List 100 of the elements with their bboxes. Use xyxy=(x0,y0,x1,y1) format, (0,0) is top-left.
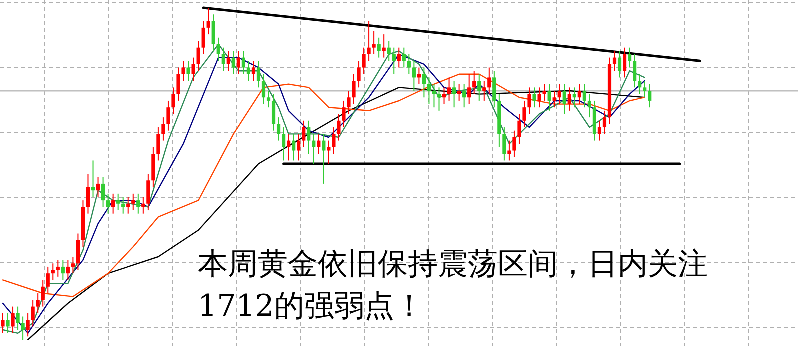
candlestick xyxy=(101,176,106,208)
candlestick xyxy=(427,77,432,105)
candlestick xyxy=(36,293,40,314)
candlestick xyxy=(16,306,20,331)
candlestick xyxy=(612,50,617,72)
candlestick xyxy=(41,280,45,308)
candlestick xyxy=(628,47,632,68)
candlestick xyxy=(347,90,351,115)
candlestick xyxy=(412,60,416,92)
candlestick xyxy=(322,134,326,184)
candlestick xyxy=(492,70,496,108)
candlestick xyxy=(367,20,371,62)
candlestick xyxy=(342,100,346,128)
candlestick xyxy=(538,87,542,108)
candlestick xyxy=(192,57,196,82)
candlestick xyxy=(206,8,210,36)
candlestick xyxy=(56,260,60,278)
candlestick xyxy=(287,134,291,162)
candlestick xyxy=(61,260,65,281)
candlestick xyxy=(622,47,627,78)
candlestick xyxy=(116,193,120,212)
candlestick xyxy=(643,80,647,98)
candlestick xyxy=(212,14,216,52)
candlestick xyxy=(26,312,30,338)
candlestick xyxy=(312,134,316,165)
candlestick xyxy=(21,316,25,340)
candlestick xyxy=(478,74,482,102)
candlestick xyxy=(252,60,256,82)
candlestick xyxy=(452,80,456,108)
candlestick xyxy=(96,176,100,198)
candlestick xyxy=(377,37,381,58)
candlestick xyxy=(71,256,75,274)
candlestick xyxy=(297,134,301,162)
candlestick xyxy=(578,84,582,105)
candlestick xyxy=(548,84,552,112)
candlestick xyxy=(568,87,572,112)
candlestick xyxy=(202,20,206,55)
candlestick xyxy=(508,140,512,162)
candlestick xyxy=(6,312,10,334)
candlestick xyxy=(432,84,436,108)
candlestick xyxy=(552,90,556,108)
candlestick xyxy=(66,260,70,281)
candlestick xyxy=(462,84,466,108)
candlestick xyxy=(532,87,536,108)
candlestick xyxy=(182,60,186,82)
candlestick xyxy=(528,87,532,115)
candlestick xyxy=(362,47,366,75)
candlestick xyxy=(136,193,140,214)
candlestick xyxy=(282,127,286,162)
candlestick xyxy=(292,134,296,162)
candlestick xyxy=(11,306,15,334)
candlestick xyxy=(156,127,160,162)
candlestick xyxy=(216,37,220,62)
candlestick xyxy=(352,74,356,105)
candlestick xyxy=(502,127,506,162)
candlestick xyxy=(236,50,240,75)
candlestick xyxy=(166,100,170,132)
candlestick xyxy=(332,127,336,155)
candlestick xyxy=(407,54,411,75)
candlestick xyxy=(246,60,251,82)
candlestick xyxy=(392,47,396,75)
candlestick xyxy=(422,67,426,98)
candlestick xyxy=(31,300,35,328)
candlestick xyxy=(172,87,176,115)
candlestick xyxy=(542,84,546,102)
candlestick xyxy=(357,60,361,88)
candlestick xyxy=(266,90,271,108)
candlestick xyxy=(618,50,622,78)
annotation: 本周黄金依旧保持震荡区间，日内关注1712的强弱点！ xyxy=(198,246,709,326)
candlestick xyxy=(262,74,266,105)
candlestick xyxy=(186,60,190,82)
candlestick xyxy=(638,74,642,95)
candlestick xyxy=(176,67,180,102)
candlestick xyxy=(86,174,90,214)
candlestick xyxy=(272,94,276,132)
candlestick xyxy=(196,40,200,72)
candlestick xyxy=(222,47,226,72)
candlestick xyxy=(302,120,306,148)
candlestick xyxy=(402,47,406,68)
candlestick xyxy=(1,312,5,334)
candlestick xyxy=(132,193,136,212)
candlestick xyxy=(598,120,602,142)
candlestick xyxy=(76,233,80,271)
candlestick xyxy=(468,74,472,105)
candlestick xyxy=(46,266,50,294)
candlestick xyxy=(162,117,166,142)
candlestick xyxy=(242,50,246,75)
candlestick xyxy=(512,130,516,158)
candlestick xyxy=(488,67,492,95)
candlestick xyxy=(482,80,486,102)
candlestick xyxy=(458,84,462,102)
candlestick xyxy=(648,84,652,108)
candlestick xyxy=(256,60,261,88)
candlestick xyxy=(447,77,452,102)
candlestick xyxy=(372,30,376,55)
candlestick xyxy=(146,174,150,212)
candlestick xyxy=(337,114,341,142)
candlestick xyxy=(327,140,331,165)
candlestick xyxy=(387,40,391,62)
candlestick xyxy=(397,47,401,68)
